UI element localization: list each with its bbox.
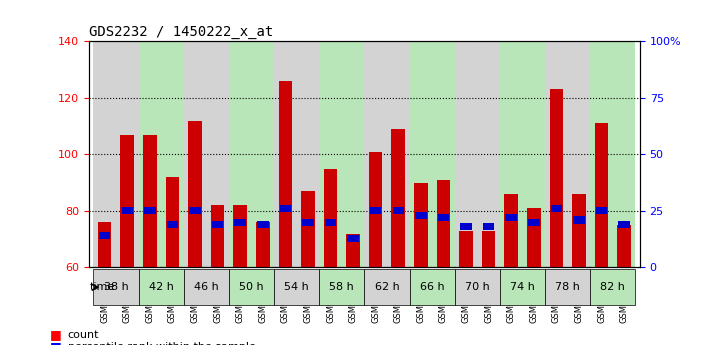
Text: ■: ■	[50, 340, 62, 345]
Bar	[365, 41, 410, 267]
Bar	[459, 231, 473, 267]
Bar	[527, 208, 540, 267]
FancyBboxPatch shape	[590, 269, 636, 305]
Bar	[189, 207, 201, 215]
Bar	[528, 219, 540, 226]
Bar	[392, 129, 405, 267]
Bar	[617, 225, 631, 267]
Bar	[211, 205, 225, 267]
Text: percentile rank within the sample: percentile rank within the sample	[68, 342, 255, 345]
Text: 50 h: 50 h	[239, 282, 264, 292]
Bar	[143, 135, 156, 267]
Text: 66 h: 66 h	[419, 282, 444, 292]
Bar	[279, 205, 291, 212]
Bar	[302, 219, 314, 226]
Bar	[414, 183, 427, 267]
FancyBboxPatch shape	[410, 269, 455, 305]
Bar	[235, 219, 246, 226]
Bar	[550, 205, 562, 212]
Text: 74 h: 74 h	[510, 282, 535, 292]
FancyBboxPatch shape	[319, 269, 365, 305]
FancyBboxPatch shape	[274, 269, 319, 305]
Bar	[183, 41, 229, 267]
FancyBboxPatch shape	[500, 269, 545, 305]
FancyBboxPatch shape	[139, 269, 183, 305]
Text: 70 h: 70 h	[465, 282, 490, 292]
Bar	[460, 223, 472, 230]
Bar	[166, 221, 178, 228]
Bar	[274, 41, 319, 267]
Bar	[301, 191, 315, 267]
FancyBboxPatch shape	[365, 269, 410, 305]
Bar	[504, 194, 518, 267]
Text: 46 h: 46 h	[194, 282, 219, 292]
Text: 58 h: 58 h	[329, 282, 354, 292]
FancyBboxPatch shape	[455, 269, 500, 305]
Text: 38 h: 38 h	[104, 282, 129, 292]
Bar	[410, 41, 455, 267]
Bar	[256, 222, 269, 267]
Bar	[279, 81, 292, 267]
Text: 54 h: 54 h	[284, 282, 309, 292]
Bar	[257, 221, 269, 228]
Bar	[99, 232, 110, 239]
Text: ■: ■	[50, 328, 62, 341]
Bar	[437, 180, 450, 267]
FancyBboxPatch shape	[93, 269, 139, 305]
Bar	[122, 207, 133, 215]
Bar	[212, 221, 223, 228]
Bar	[346, 234, 360, 267]
FancyBboxPatch shape	[545, 269, 590, 305]
Text: time: time	[90, 282, 114, 292]
Bar	[229, 41, 274, 267]
Bar	[370, 207, 381, 215]
Bar	[573, 216, 584, 224]
Bar	[455, 41, 500, 267]
Bar	[369, 151, 383, 267]
Text: GDS2232 / 1450222_x_at: GDS2232 / 1450222_x_at	[89, 25, 273, 39]
FancyBboxPatch shape	[229, 269, 274, 305]
Bar	[188, 120, 202, 267]
Bar	[166, 177, 179, 267]
Bar	[550, 89, 563, 267]
Bar	[500, 41, 545, 267]
Text: 42 h: 42 h	[149, 282, 173, 292]
Bar	[325, 219, 336, 226]
Text: 82 h: 82 h	[600, 282, 625, 292]
Bar	[319, 41, 365, 267]
Bar	[144, 207, 156, 215]
Bar	[596, 207, 607, 215]
Bar	[348, 235, 359, 242]
Text: count: count	[68, 330, 99, 340]
Bar	[483, 223, 494, 230]
Bar	[619, 221, 630, 228]
Bar	[506, 214, 517, 221]
FancyBboxPatch shape	[183, 269, 229, 305]
Text: 62 h: 62 h	[375, 282, 400, 292]
Bar	[572, 194, 586, 267]
Bar	[392, 207, 404, 215]
Bar	[98, 222, 112, 267]
Bar	[324, 169, 337, 267]
Bar	[590, 41, 636, 267]
Bar	[93, 41, 139, 267]
Bar	[415, 212, 427, 219]
Bar	[233, 205, 247, 267]
Text: 78 h: 78 h	[555, 282, 580, 292]
Bar	[438, 214, 449, 221]
Bar	[120, 135, 134, 267]
Bar	[139, 41, 183, 267]
Bar	[482, 231, 496, 267]
Bar	[594, 124, 609, 267]
Bar	[545, 41, 590, 267]
